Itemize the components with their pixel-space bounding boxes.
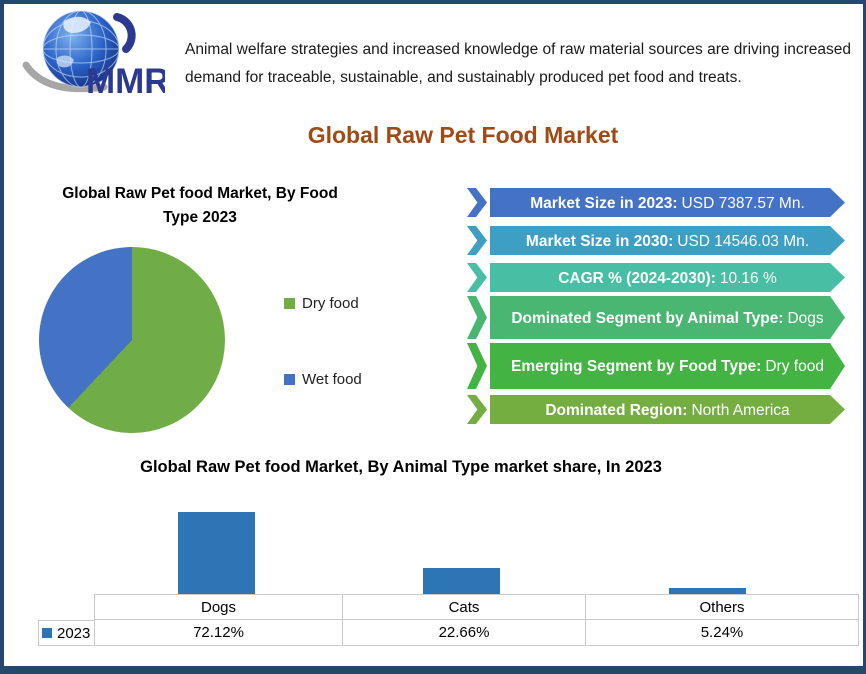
series-swatch-icon <box>42 628 52 638</box>
chevron-icon <box>467 395 487 424</box>
bar-others <box>668 588 746 594</box>
table-corner-cell <box>38 594 94 620</box>
banner-body: Market Size in 2030: USD 14546.03 Mn. <box>490 226 845 255</box>
banner-dominated-animal-type: Dominated Segment by Animal Type: Dogs <box>467 296 845 339</box>
banner-body: Market Size in 2023: USD 7387.57 Mn. <box>490 188 845 217</box>
banner-body: Dominated Segment by Animal Type: Dogs <box>490 296 845 339</box>
banner-cagr: CAGR % (2024-2030): 10.16 % <box>467 263 845 292</box>
banner-value: 10.16 % <box>719 269 777 287</box>
table-header-dogs: Dogs <box>94 594 342 620</box>
bar-chart-title: Global Raw Pet food Market, By Animal Ty… <box>140 458 662 476</box>
banner-label: CAGR % (2024-2030): <box>558 269 716 287</box>
series-legend-label: 2023 <box>57 624 91 642</box>
table-header-cats: Cats <box>342 594 585 620</box>
banner-label: Market Size in 2023: <box>530 194 678 212</box>
bar-slot-dogs <box>94 504 339 594</box>
banner-dominated-region: Dominated Region: North America <box>467 395 845 424</box>
banner-market-size-2030: Market Size in 2030: USD 14546.03 Mn. <box>467 226 845 255</box>
bar-cats <box>423 568 501 594</box>
dry-food-swatch-icon <box>284 298 295 309</box>
bar-dogs <box>178 512 256 594</box>
banner-value: Dogs <box>787 309 824 327</box>
banner-value: Dry food <box>765 358 824 375</box>
chevron-icon <box>467 226 487 255</box>
banner-body: Dominated Region: North America <box>490 395 845 424</box>
mmr-logo: MMR <box>20 5 170 103</box>
chevron-icon <box>467 263 487 292</box>
banner-label: Market Size in 2030: <box>525 232 674 250</box>
pie-legend-label: Wet food <box>302 371 362 388</box>
banner-value: USD 14546.03 Mn. <box>677 232 810 250</box>
banner-body: CAGR % (2024-2030): 10.16 % <box>490 263 845 292</box>
pie-legend-dry-food: Dry food <box>284 295 359 312</box>
pie-legend-label: Dry food <box>302 295 359 312</box>
banner-emerging-food-type: Emerging Segment by Food Type: Dry food <box>467 343 845 389</box>
table-header-others: Others <box>585 594 859 620</box>
series-legend: 2023 <box>38 620 94 646</box>
banner-label: Emerging Segment by Food Type: <box>511 358 762 375</box>
logo-text: MMR <box>86 62 165 101</box>
table-value-others: 5.24% <box>585 620 859 646</box>
table-value-dogs: 72.12% <box>94 620 342 646</box>
pie-legend-wet-food: Wet food <box>284 371 362 388</box>
chevron-icon <box>467 296 487 339</box>
banner-body: Emerging Segment by Food Type: Dry food <box>490 343 845 389</box>
chevron-icon <box>467 343 487 389</box>
wet-food-swatch-icon <box>284 374 295 385</box>
data-table: Dogs Cats Others 2023 72.12% 22.66% 5.24… <box>38 594 859 646</box>
table-value-cats: 22.66% <box>342 620 585 646</box>
banner-value: USD 7387.57 Mn. <box>681 194 805 212</box>
bar-chart <box>94 504 830 594</box>
page-title: Global Raw Pet Food Market <box>307 122 619 148</box>
banner-label: Dominated Region: <box>545 401 688 419</box>
globe-icon: MMR <box>22 10 170 101</box>
chevron-icon <box>467 188 487 217</box>
bar-slot-cats <box>339 504 584 594</box>
tagline: Animal welfare strategies and increased … <box>185 41 851 86</box>
pie-chart <box>39 247 225 433</box>
banner-value: North America <box>691 401 790 419</box>
pie-chart-title: Global Raw Pet food Market, By Food Type… <box>62 185 338 226</box>
banner-market-size-2023: Market Size in 2023: USD 7387.57 Mn. <box>467 188 845 217</box>
banner-label: Dominated Segment by Animal Type: <box>511 309 784 327</box>
bar-slot-others <box>585 504 830 594</box>
